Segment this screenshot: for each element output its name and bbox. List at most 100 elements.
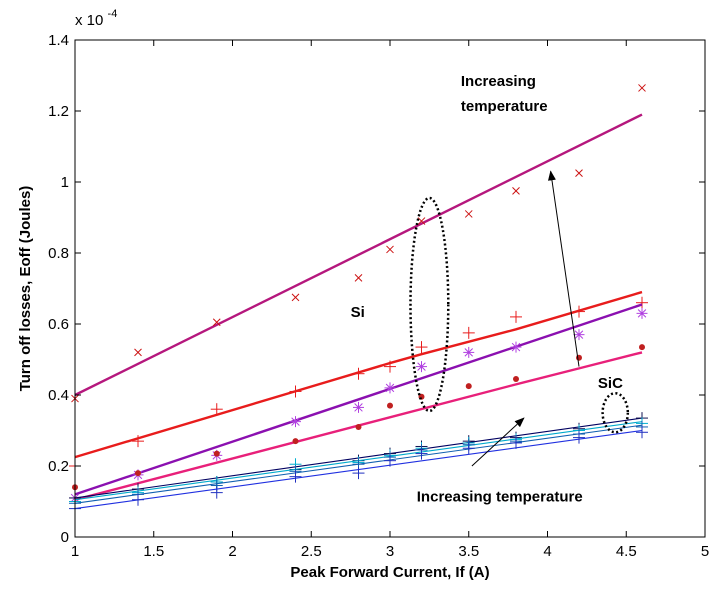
x-tick-label: 2.5 — [301, 543, 322, 560]
data-point — [463, 346, 475, 358]
y-exponent-base: x 10 — [75, 12, 103, 29]
y-tick-label: 0.2 — [48, 458, 69, 475]
data-point — [465, 383, 472, 390]
data-point — [289, 385, 302, 398]
x-tick-label: 1.5 — [143, 543, 164, 560]
y-axis-exponent: x 10 -4 — [75, 8, 117, 29]
data-point — [290, 416, 301, 428]
data-point — [636, 296, 648, 309]
annotation-arrow — [547, 170, 580, 367]
data-point — [135, 470, 141, 477]
data-point — [510, 310, 522, 323]
data-point-stroke — [134, 348, 142, 357]
data-point — [513, 376, 519, 383]
data-point-stroke — [291, 417, 300, 426]
data-point-stroke — [638, 84, 646, 92]
data-point — [510, 341, 522, 353]
data-point — [639, 344, 645, 351]
data-point — [512, 187, 520, 195]
data-point — [354, 273, 363, 282]
annotation-text: temperature — [461, 98, 548, 115]
annotations: Increasing temperature Si SiC Increasing tem… — [351, 73, 630, 506]
data-point-stroke — [354, 403, 363, 412]
x-tick-label: 4.5 — [616, 543, 637, 560]
data-point — [510, 436, 522, 449]
annotation-text: Si — [351, 304, 365, 321]
series-1 — [71, 84, 646, 403]
data-point-stroke — [417, 362, 426, 371]
series-fit-line — [74, 303, 643, 496]
x-tick-label: 3 — [386, 543, 394, 560]
series-fit-line — [74, 290, 643, 459]
data-point — [415, 447, 428, 460]
data-point — [355, 423, 362, 430]
y-tick-label: 1.2 — [48, 103, 69, 120]
data-point-stroke — [386, 245, 394, 254]
data-point — [132, 493, 144, 506]
data-point — [352, 367, 365, 380]
y-tick-label: 1 — [61, 174, 69, 191]
data-point — [464, 210, 473, 218]
data-point-stroke — [417, 217, 426, 225]
data-point — [386, 245, 394, 254]
data-point — [292, 438, 299, 445]
annotation-text: SiC — [598, 375, 623, 392]
data-point — [636, 426, 648, 439]
data-point — [289, 470, 302, 483]
data-point — [576, 354, 582, 361]
data-point-stroke — [354, 273, 363, 282]
data-point — [575, 169, 583, 177]
plot-area — [69, 84, 648, 515]
y-tick-label: 0.8 — [48, 245, 69, 262]
data-point — [384, 454, 396, 467]
x-tick-label: 4 — [543, 543, 551, 560]
data-point — [353, 401, 364, 413]
data-point — [212, 318, 221, 327]
data-point-stroke — [464, 348, 473, 357]
data-point-stroke — [512, 187, 520, 195]
data-point-stroke — [385, 383, 395, 393]
data-point — [210, 486, 223, 499]
data-point — [291, 293, 300, 302]
data-point-stroke — [575, 169, 583, 177]
data-point — [384, 360, 396, 373]
y-axis-label: Turn off losses, Eoff (Joules) — [17, 186, 34, 392]
x-tick-label: 1 — [71, 543, 79, 560]
data-point-stroke — [291, 293, 300, 302]
data-point — [462, 326, 475, 339]
x-axis-label: Peak Forward Current, If (A) — [290, 564, 489, 581]
data-point — [387, 402, 393, 409]
data-point — [213, 450, 220, 457]
annotation-text: Increasing — [461, 73, 536, 90]
data-point-stroke — [574, 330, 584, 339]
x-tick-label: 5 — [701, 543, 709, 560]
data-point-stroke — [637, 309, 647, 318]
series-fit-line — [74, 113, 643, 397]
data-point — [384, 382, 396, 394]
y-tick-label: 1.4 — [48, 32, 69, 49]
y-tick-label: 0.6 — [48, 316, 69, 333]
data-point — [573, 431, 585, 444]
data-point — [415, 341, 428, 354]
x-tick-label: 2 — [228, 543, 236, 560]
axis-ticks: 1 1.5 2 2.5 3 3.5 4 4.5 5 0 0.2 0.4 0.6 0.8 1 1.2 1.4 — [48, 32, 709, 560]
data-point — [132, 435, 144, 448]
y-exponent-power: -4 — [108, 8, 118, 20]
data-point — [352, 467, 365, 480]
x-tick-label: 3.5 — [458, 543, 479, 560]
dotted-ellipse — [601, 391, 630, 434]
data-point — [416, 361, 427, 373]
data-point-stroke — [464, 210, 473, 218]
data-point — [462, 442, 475, 455]
data-point-stroke — [511, 342, 521, 352]
data-point — [636, 307, 648, 319]
annotation-text: Increasing temperature — [417, 489, 583, 506]
annotation-arrow — [471, 417, 525, 467]
dotted-ellipse — [409, 196, 450, 413]
data-point-stroke — [212, 318, 221, 327]
data-point — [638, 84, 646, 92]
data-point — [573, 329, 585, 341]
y-tick-label: 0 — [61, 529, 69, 546]
